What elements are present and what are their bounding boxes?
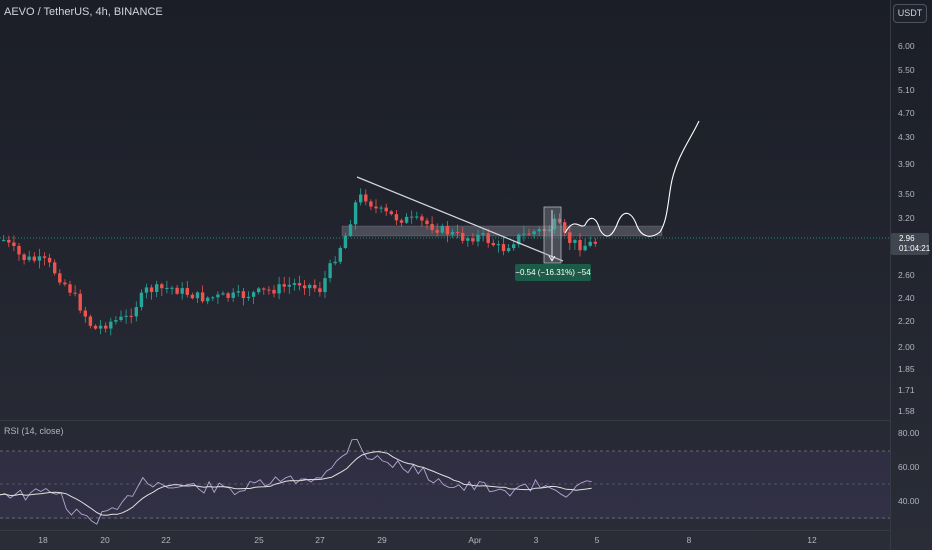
- price-range-measure-box[interactable]: [543, 206, 562, 264]
- price-tick: 2.00: [898, 342, 915, 352]
- price-tick: 4.30: [898, 132, 915, 142]
- rsi-tick: 80.00: [898, 428, 920, 438]
- rsi-line: [0, 438, 592, 525]
- rsi-band: [0, 451, 890, 519]
- time-tick: 22: [161, 535, 171, 545]
- measure-arrow-head: [548, 255, 556, 262]
- candle-countdown: 01:04:21: [899, 244, 931, 253]
- price-tick: 5.50: [898, 65, 915, 75]
- projection-path-drawing[interactable]: [564, 120, 700, 237]
- price-tick: 3.20: [898, 213, 915, 223]
- candlestick-series[interactable]: [2, 188, 597, 336]
- time-tick: 8: [686, 535, 692, 545]
- price-tick: 5.10: [898, 85, 915, 95]
- time-tick: 27: [315, 535, 325, 545]
- symbol-title[interactable]: AEVO / TetherUS, 4h, BINANCE: [4, 6, 163, 18]
- price-tick: 2.20: [898, 316, 915, 326]
- time-tick: Apr: [468, 535, 482, 545]
- time-tick: 18: [38, 535, 48, 545]
- price-tick: 3.50: [898, 189, 915, 199]
- price-tick: 2.40: [898, 293, 915, 303]
- time-tick: 3: [533, 535, 539, 545]
- rsi-tick: 60.00: [898, 462, 920, 472]
- time-tick: 25: [254, 535, 264, 545]
- time-tick: 29: [377, 535, 387, 545]
- rsi-smoothing-line: [0, 451, 592, 516]
- price-tick: 4.70: [898, 108, 915, 118]
- price-tick: 1.71: [898, 385, 915, 395]
- time-tick: 5: [594, 535, 600, 545]
- price-tick: 6.00: [898, 41, 915, 51]
- price-tick: 1.85: [898, 364, 915, 374]
- price-range-measure-label: −0.54 (−16.31%) −54: [515, 264, 591, 281]
- price-tick: 2.60: [898, 270, 915, 280]
- time-tick: 12: [807, 535, 817, 545]
- currency-button[interactable]: USDT: [893, 4, 927, 23]
- descending-trend-line[interactable]: [356, 176, 564, 262]
- current-price-badge: 2.96 01:04:21: [891, 233, 931, 255]
- price-tick: 3.90: [898, 159, 915, 169]
- time-tick: 20: [100, 535, 110, 545]
- price-tick: 1.58: [898, 406, 915, 416]
- current-price-value: 2.96: [899, 234, 915, 243]
- rsi-indicator-title[interactable]: RSI (14, close): [4, 426, 64, 436]
- rsi-tick: 40.00: [898, 496, 920, 506]
